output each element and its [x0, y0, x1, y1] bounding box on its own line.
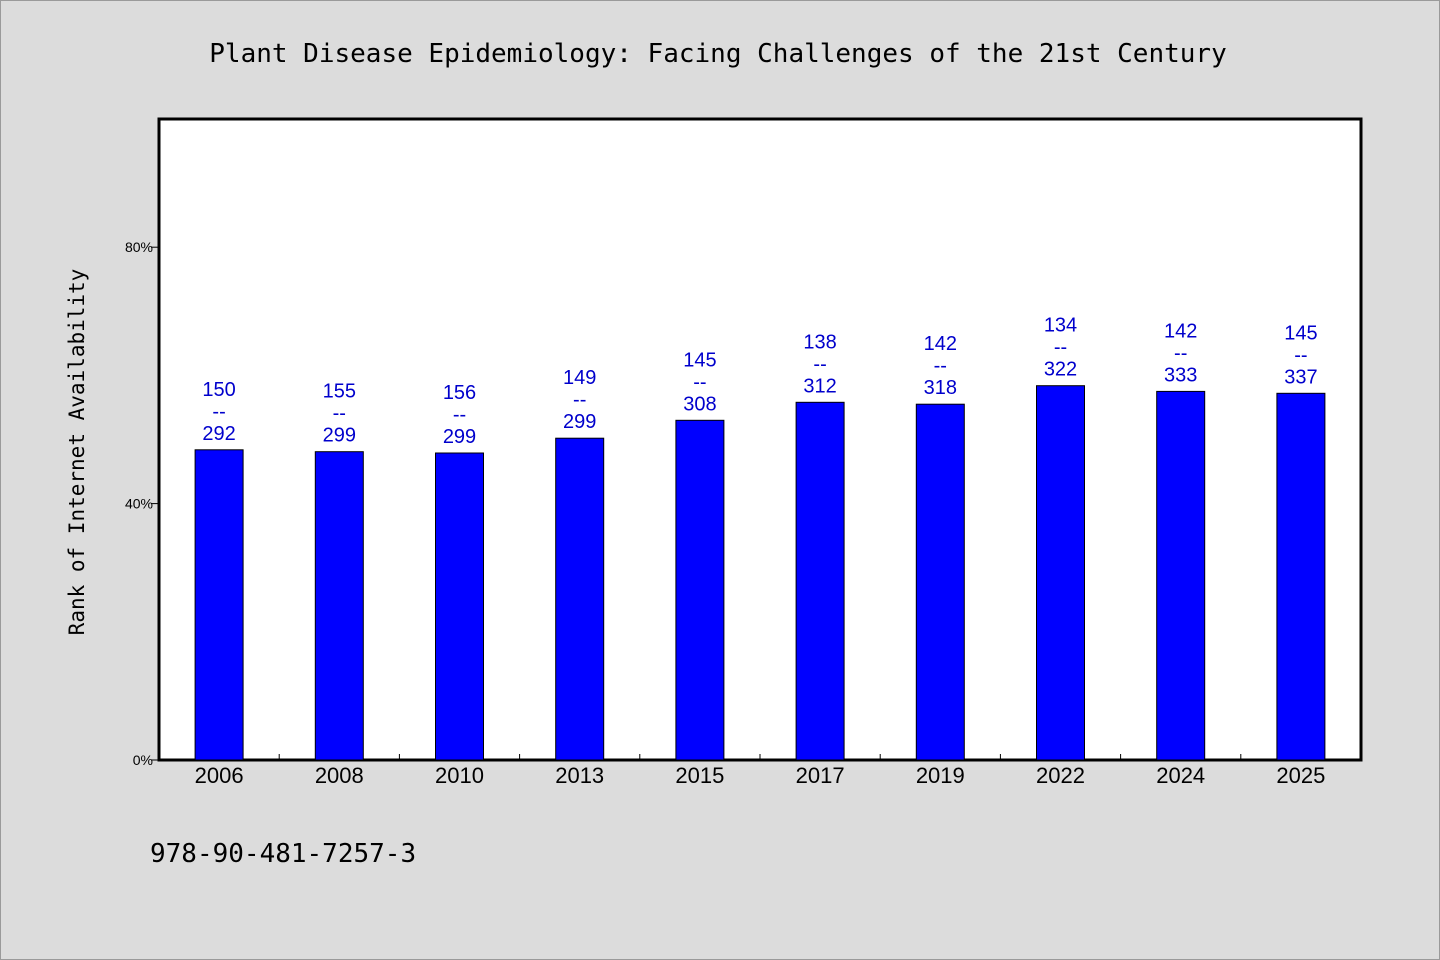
data-label-bottom-2006: 292: [202, 423, 235, 445]
x-tick-label-2024: 2024: [1156, 763, 1205, 788]
y-tick-label-80: 80%: [125, 239, 153, 255]
x-tick-label-2013: 2013: [555, 763, 604, 788]
bar-2025: [1276, 392, 1326, 761]
data-label-bottom-2025: 337: [1284, 366, 1317, 388]
data-label-sep-2006: --: [212, 401, 225, 423]
data-label-top-2017: 138: [803, 331, 836, 353]
bars-group: [194, 385, 1326, 761]
x-axis-ticks: 2006 2008 2010 2013 2015 2017 2019 2022 2024 2025: [195, 754, 1325, 788]
bar-2019: [915, 403, 965, 761]
data-label-bottom-2013: 299: [563, 411, 596, 433]
chart-title: Plant Disease Epidemiology: Facing Chall…: [209, 39, 1226, 69]
data-label-bottom-2008: 299: [323, 425, 356, 447]
data-label-top-2008: 155: [323, 381, 356, 403]
bar-2015: [675, 419, 725, 761]
x-tick-label-2017: 2017: [796, 763, 845, 788]
data-label-sep-2013: --: [573, 389, 586, 411]
data-label-bottom-2019: 318: [924, 377, 957, 399]
bar-2022: [1036, 385, 1085, 761]
data-label-bottom-2010: 299: [443, 426, 476, 448]
x-tick-label-2025: 2025: [1276, 763, 1325, 788]
data-label-top-2013: 149: [563, 367, 596, 389]
data-label-bottom-2015: 308: [683, 393, 716, 415]
bar-2006: [194, 449, 244, 761]
data-label-bottom-2017: 312: [803, 375, 836, 397]
x-tick-label-2015: 2015: [675, 763, 724, 788]
y-axis-ticks: 0% 40% 80%: [125, 239, 159, 768]
x-tick-label-2008: 2008: [315, 763, 364, 788]
data-label-top-2019: 142: [924, 333, 957, 355]
bar-2013: [555, 437, 605, 761]
data-label-bottom-2024: 333: [1164, 364, 1197, 386]
y-tick-label-40: 40%: [125, 496, 153, 512]
y-axis-label: Rank of Internet Availability: [65, 269, 89, 636]
data-label-top-2024: 142: [1164, 320, 1197, 342]
data-label-top-2015: 145: [683, 349, 716, 371]
data-label-sep-2024: --: [1174, 342, 1187, 364]
bar-2024: [1156, 390, 1206, 761]
x-tick-label-2010: 2010: [435, 763, 484, 788]
bar-2008: [314, 451, 364, 761]
data-label-sep-2015: --: [693, 371, 706, 393]
data-labels-group: 292--150299--155299--156299--149308--145…: [202, 315, 1317, 448]
data-label-sep-2019: --: [934, 355, 947, 377]
data-label-bottom-2022: 322: [1044, 359, 1077, 381]
bar-2017: [795, 401, 845, 761]
data-label-top-2025: 145: [1284, 322, 1317, 344]
data-label-sep-2017: --: [813, 353, 826, 375]
x-tick-label-2022: 2022: [1036, 763, 1085, 788]
data-label-sep-2022: --: [1054, 337, 1067, 359]
data-label-sep-2025: --: [1294, 344, 1307, 366]
y-tick-label-0: 0%: [133, 752, 153, 768]
x-tick-label-2006: 2006: [195, 763, 244, 788]
isbn-footer: 978-90-481-7257-3: [150, 839, 416, 869]
bar-2010: [435, 452, 484, 761]
data-label-sep-2008: --: [333, 403, 346, 425]
data-label-top-2022: 134: [1044, 315, 1077, 337]
data-label-sep-2010: --: [453, 404, 466, 426]
x-tick-label-2019: 2019: [916, 763, 965, 788]
data-label-top-2010: 156: [443, 382, 476, 404]
data-label-top-2006: 150: [202, 379, 235, 401]
